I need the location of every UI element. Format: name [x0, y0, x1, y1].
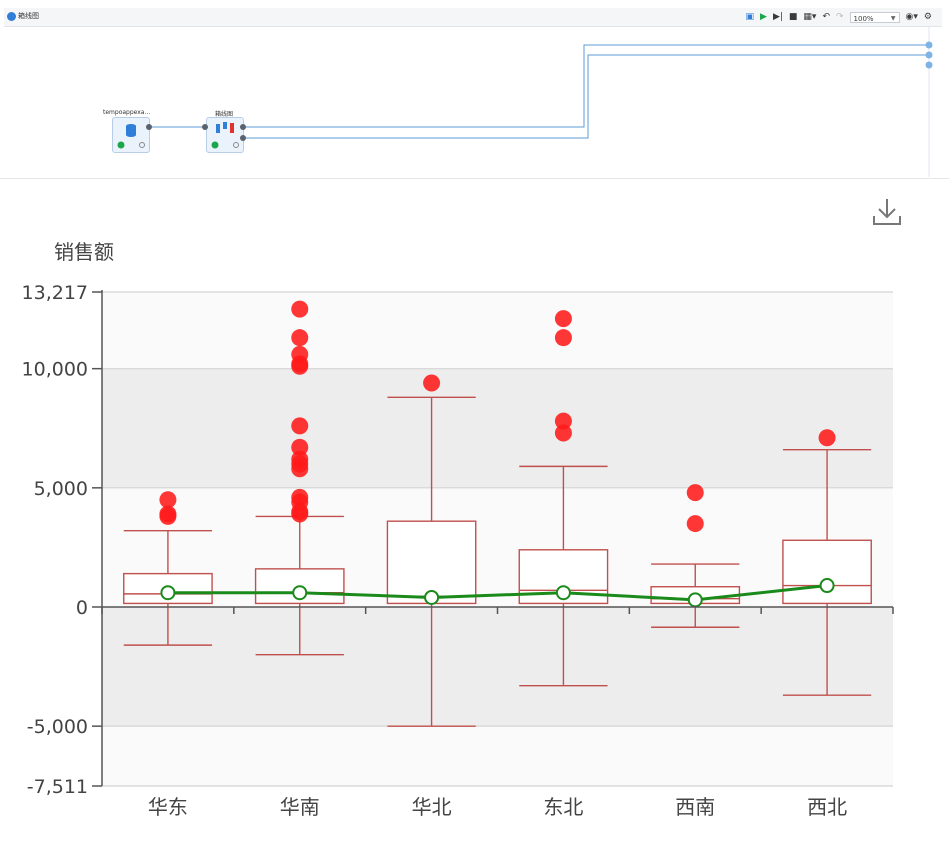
- output-port[interactable]: [925, 41, 933, 49]
- camera-icon[interactable]: ◉▾: [905, 12, 918, 22]
- outlier-point: [291, 505, 309, 523]
- outlier-point: [423, 374, 441, 392]
- mean-point: [424, 589, 440, 605]
- app-logo-icon: [7, 12, 16, 21]
- node-boxplot[interactable]: [206, 117, 244, 153]
- mean-point: [292, 585, 308, 601]
- mean-series-line: [167, 584, 828, 602]
- y-tick-label: -7,511: [27, 776, 88, 798]
- flow-edges: [151, 27, 933, 177]
- y-tick-label: 5,000: [34, 478, 88, 500]
- redo-icon[interactable]: ↷: [836, 12, 844, 22]
- box: [782, 539, 872, 605]
- output-port[interactable]: [925, 51, 933, 59]
- download-icon: [873, 199, 901, 225]
- success-icon: [117, 141, 125, 149]
- mean-point: [687, 592, 703, 608]
- chevron-down-icon: ▼: [890, 14, 896, 22]
- edge-output-2: [244, 54, 928, 139]
- workflow-title: 箱线图: [18, 12, 39, 20]
- y-axis-ticks: 13,217 10,000 5,000 0 -5,000 -7,511: [22, 282, 102, 798]
- outlier-point: [818, 429, 836, 447]
- x-category-label: 西北: [807, 795, 847, 819]
- download-button[interactable]: [870, 196, 904, 230]
- outlier-point: [686, 484, 704, 502]
- outlier-point: [291, 417, 309, 435]
- save-icon[interactable]: ▣: [745, 12, 755, 22]
- workflow-canvas[interactable]: tempoappexa... 箱线图: [4, 27, 942, 177]
- background-bands: [102, 292, 893, 786]
- outlier-point: [686, 515, 704, 533]
- step-run-icon[interactable]: ▶|: [772, 12, 783, 22]
- workflow-panel: 箱线图 ▣ ▶ ▶| ■ ▦▾ ↶ ↷ 100% ▼ ◉▾ ⚙: [0, 0, 949, 179]
- background-band: [102, 487, 893, 607]
- x-category-label: 华东: [148, 795, 188, 819]
- node-boxplot-out-port[interactable]: [240, 135, 246, 141]
- success-icon: [211, 141, 219, 149]
- outlier-point: [291, 438, 309, 456]
- outlier-point: [159, 491, 177, 509]
- undo-icon[interactable]: ↶: [822, 12, 830, 22]
- background-band: [102, 606, 893, 727]
- node-source[interactable]: [112, 117, 150, 153]
- layout-icon[interactable]: ▦▾: [803, 12, 817, 22]
- background-band: [102, 292, 893, 369]
- outlier-point: [554, 424, 572, 442]
- gridlines: [102, 291, 893, 787]
- node-boxplot-out-port[interactable]: [240, 124, 246, 130]
- outlier-point: [554, 412, 572, 430]
- mean-line: [160, 578, 835, 608]
- database-icon: [117, 124, 145, 149]
- search-icon: [233, 142, 239, 148]
- output-port[interactable]: [925, 61, 933, 69]
- outlier-point: [291, 329, 309, 347]
- y-tick-label: -5,000: [27, 716, 88, 738]
- background-band: [102, 726, 893, 786]
- boxplot-chart: 销售额 13,21710,0005,0000-5,000-7,511 华东 华南华…: [22, 240, 894, 819]
- node-label-boxplot: 箱线图: [215, 111, 234, 118]
- edge-output-1: [244, 44, 928, 128]
- mean-point: [160, 585, 176, 601]
- outlier-point: [554, 310, 572, 328]
- node-label-source: tempoappexa...: [103, 109, 151, 116]
- y-axis-title: 销售额: [54, 240, 114, 264]
- search-icon: [139, 142, 145, 148]
- settings-icon[interactable]: ⚙: [923, 12, 932, 22]
- background-band: [102, 368, 893, 488]
- outlier-point: [291, 460, 309, 478]
- zoom-value: 100%: [853, 14, 874, 23]
- outlier-point: [291, 300, 309, 318]
- x-category-label: 东北: [543, 795, 583, 819]
- outliers: [159, 300, 836, 533]
- stop-icon[interactable]: ■: [788, 12, 798, 22]
- boxplot-icon: [211, 122, 239, 149]
- y-tick-label: 0: [76, 597, 88, 619]
- outlier-point: [291, 357, 309, 375]
- outlier-point: [159, 507, 177, 525]
- node-source-out-port[interactable]: [146, 124, 152, 130]
- zoom-select[interactable]: 100% ▼: [849, 11, 900, 23]
- x-category-label: 西南: [675, 795, 715, 819]
- y-tick-label: 13,217: [22, 282, 88, 304]
- outlier-point: [554, 329, 572, 347]
- x-category-label: 华南: [280, 795, 320, 819]
- node-boxplot-in-port[interactable]: [202, 124, 208, 130]
- workflow-toolbar: 箱线图 ▣ ▶ ▶| ■ ▦▾ ↶ ↷ 100% ▼ ◉▾ ⚙: [4, 8, 942, 27]
- x-category-label: 华北: [412, 795, 452, 819]
- mean-point: [819, 578, 835, 594]
- y-tick-label: 10,000: [22, 359, 88, 381]
- mean-point: [555, 585, 571, 601]
- axes: [101, 290, 894, 786]
- x-axis-labels: 华东 华南 华北 东北 西南 西北: [148, 795, 847, 819]
- run-icon[interactable]: ▶: [760, 12, 767, 22]
- box: [386, 520, 477, 605]
